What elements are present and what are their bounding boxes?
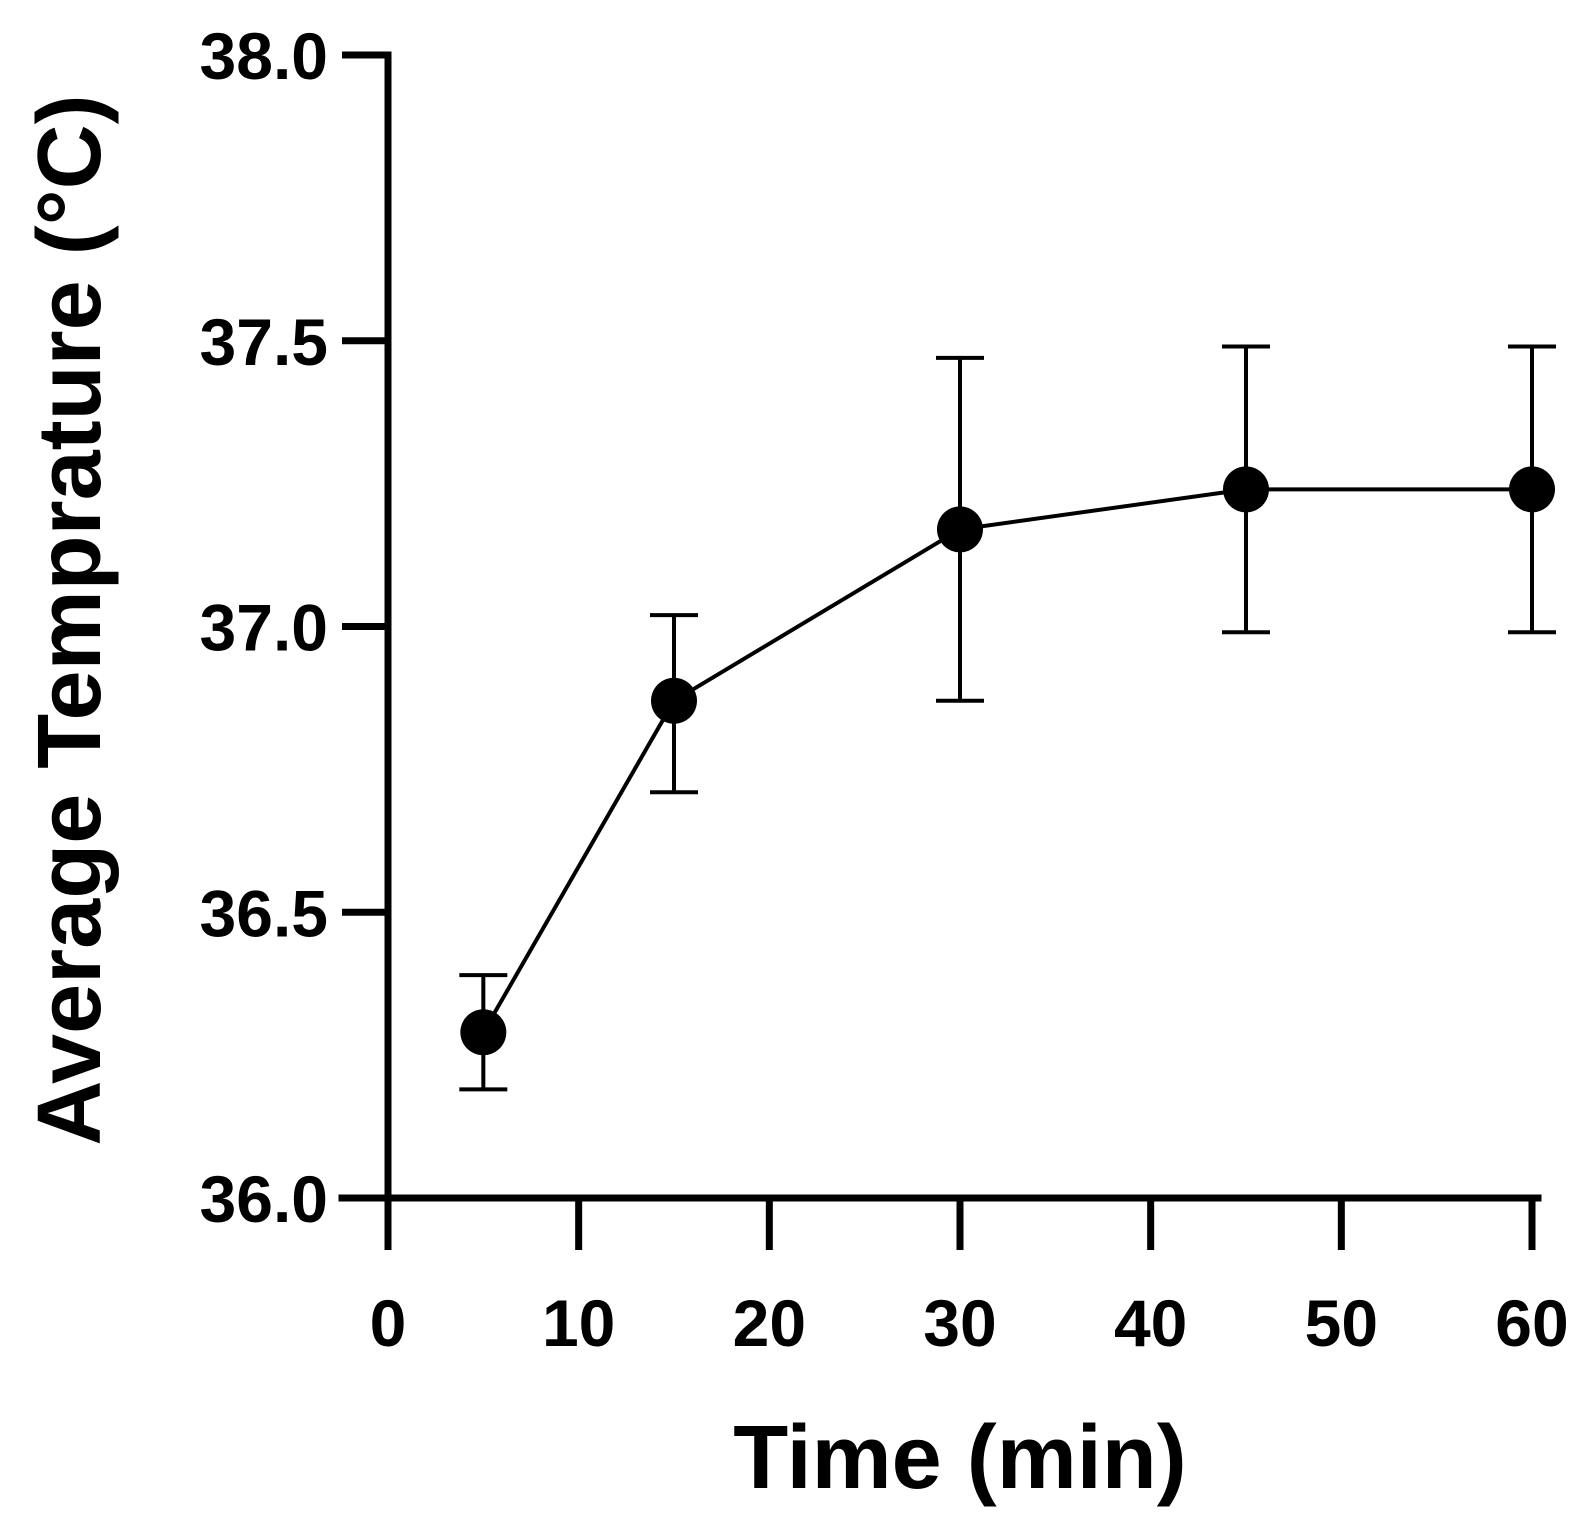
y-tick-label: 36.0 <box>200 1162 328 1236</box>
series-line <box>481 487 1532 1034</box>
x-tick-label: 50 <box>1305 1286 1378 1360</box>
y-ticks: 36.0 36.5 37.0 37.5 38.0 <box>200 19 388 1236</box>
x-tick-label: 40 <box>1114 1286 1187 1360</box>
error-bars <box>459 344 1556 1092</box>
data-point <box>937 506 983 553</box>
series-points <box>460 466 1555 1056</box>
y-tick-label: 38.0 <box>200 19 328 93</box>
y-tick-label: 36.5 <box>200 876 328 950</box>
series-lines <box>481 487 1532 1034</box>
y-tick-label: 37.5 <box>200 305 328 379</box>
data-point <box>1223 466 1269 513</box>
data-point <box>651 677 697 724</box>
x-tick-label: 30 <box>923 1286 996 1360</box>
data-point <box>1509 466 1555 513</box>
x-tick-label: 0 <box>370 1286 407 1360</box>
y-axis-title: Average Temprature (°C) <box>20 94 120 1145</box>
x-tick-label: 10 <box>542 1286 615 1360</box>
x-axis-title: Time (min) <box>733 1408 1186 1508</box>
x-tick-label: 20 <box>733 1286 806 1360</box>
y-tick-label: 37.0 <box>200 591 328 665</box>
x-ticks: 0 10 20 30 40 50 60 <box>370 1198 1569 1360</box>
data-point <box>460 1009 507 1056</box>
x-tick-label: 60 <box>1495 1286 1568 1360</box>
